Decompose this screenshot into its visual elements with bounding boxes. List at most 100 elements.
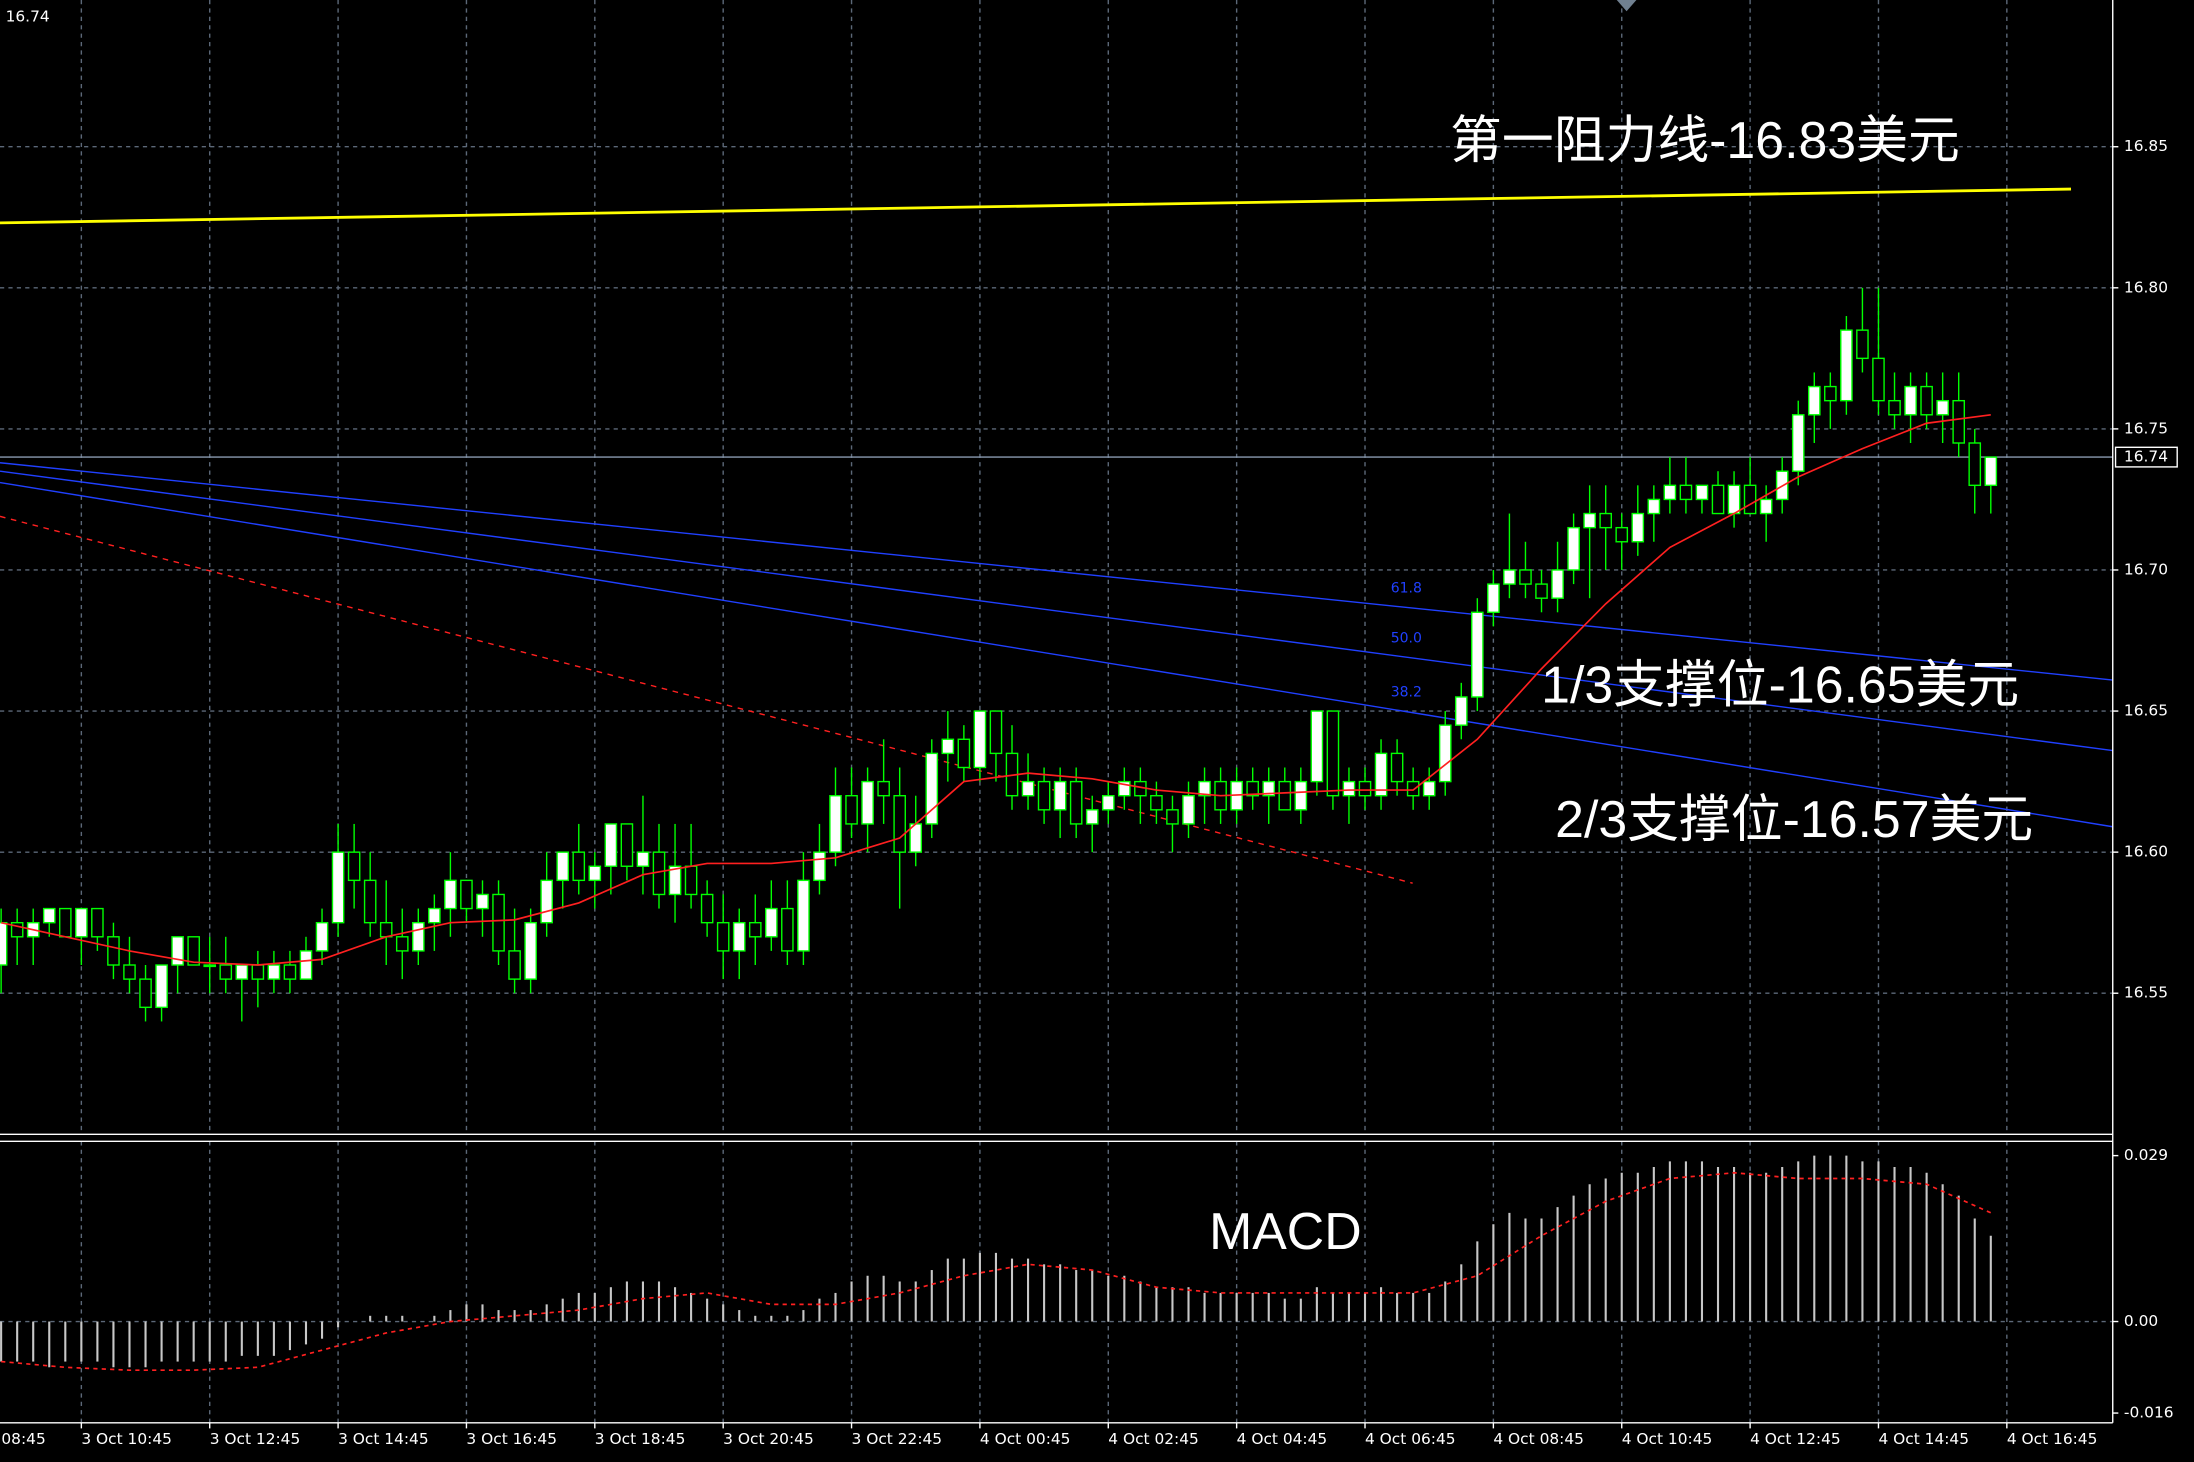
candle-body [732,921,746,952]
candle-body [893,795,906,853]
x-tick-label: 3 Oct 14:45 [338,1430,429,1448]
candle-body [588,865,602,882]
candle-body [1840,329,1853,402]
candle-body [1904,385,1917,416]
candle-body [781,907,794,952]
candle-body [1824,385,1837,402]
trend-line [0,515,1413,884]
candle-body [1294,780,1308,811]
candle-body [1118,780,1131,797]
candle-body [716,921,730,952]
candle-body [1037,780,1051,811]
candle-body [1326,710,1340,797]
candle-body [347,851,361,882]
candle-body [1631,512,1645,543]
candle-body [1647,498,1661,515]
candle-body [1743,484,1757,515]
candle-body [797,879,810,952]
candle-body [861,780,874,825]
candle-body [91,907,104,938]
macd-signal [1,1171,1992,1371]
candle-body [973,710,987,769]
x-tick-label: 4 Oct 04:45 [1237,1430,1328,1448]
candle-body [524,921,537,980]
candle-body [1888,399,1901,416]
candle-body [1952,399,1966,444]
macd-y-tick-label: 0.00 [2124,1312,2158,1330]
candle-body [1166,809,1179,825]
candle-body [1246,780,1259,797]
candle-body [10,921,24,938]
candle-body [1503,569,1516,585]
candle-body [1310,710,1324,783]
candle-body [1390,752,1404,783]
candle-body [684,865,698,896]
candle-body [107,936,120,966]
candle-body [331,851,345,924]
y-tick-label: 16.80 [2124,278,2168,296]
candle-body [1535,583,1548,599]
candle-body [1711,484,1725,515]
label-layer: 16.55 16.60 16.65 16.70 16.75 16.80 16.85 0.029… [1,111,2178,1448]
candle-body [845,795,858,825]
channel-line [0,470,2113,752]
y-tick-label: 16.70 [2124,560,2168,578]
candle-body [59,907,72,938]
candle-body [1342,780,1356,797]
x-tick-label: 4 Oct 06:45 [1365,1430,1456,1448]
candle-body [235,964,249,980]
candle-body [1695,484,1709,501]
candle-body [1791,414,1805,472]
candle-body [203,964,217,968]
candle-body [1085,809,1099,825]
candle-body [1422,780,1436,797]
candle-body [1663,484,1677,501]
annotation: 第一阻力线-16.83美元 [1450,111,1960,169]
candle-body [540,879,553,924]
candle-body [267,964,281,980]
x-tick-label: 3 Oct 20:45 [723,1430,814,1448]
candle-body [604,823,618,867]
candle-body [620,823,634,867]
candle-body [572,851,586,882]
candle-body [1053,780,1067,811]
candle-body [444,879,457,910]
candle-body [1471,611,1484,698]
candle-body [1856,329,1869,360]
channel-line [0,462,2113,681]
candle-body [877,780,890,797]
x-tick-label: 3 Oct 16:45 [466,1430,557,1448]
x-tick-label: 3 Oct 10:45 [81,1430,172,1448]
candle-body [957,738,971,769]
x-tick-label: 4 Oct 10:45 [1622,1430,1713,1448]
y-tick-label: 16.55 [2124,984,2168,1002]
candle-body [1872,357,1885,402]
candle-body [0,921,8,966]
candle-body [299,950,313,980]
scroll-marker [1616,0,1637,12]
candle-body [1599,512,1613,529]
candle-body [139,978,152,1009]
candle-body [1807,385,1821,416]
candle-body [283,964,297,980]
candle-body [1487,583,1500,614]
candle-body [1567,526,1580,571]
candle-body [155,964,168,1009]
candle-body [476,893,489,910]
candle-body [1021,780,1035,797]
candle-body [379,921,393,938]
candle-body [1198,780,1211,797]
candle-body [1551,569,1564,599]
candle-body [748,921,762,938]
candle-body [1182,795,1195,825]
candle-body [412,921,425,952]
x-tick-label: 4 Oct 08:45 [1493,1430,1584,1448]
y-tick-label: 16.60 [2124,843,2168,861]
candle-body [1984,456,1998,487]
candle-body [428,907,441,924]
candle-body [251,964,265,980]
candle-body [315,921,329,952]
annotation: 1/3支撑位-16.65美元 [1541,656,2019,714]
